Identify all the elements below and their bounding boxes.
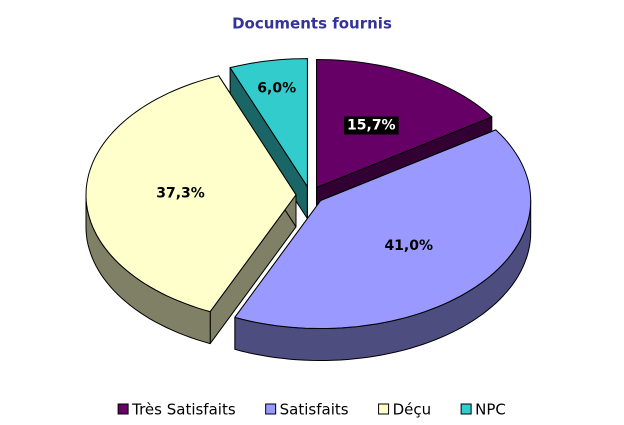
legend-label: Satisfaits bbox=[280, 401, 349, 419]
legend-swatch bbox=[460, 403, 472, 415]
data-label: 37,3% bbox=[156, 185, 205, 201]
pie-slice bbox=[316, 59, 493, 188]
data-label: 15,7% bbox=[347, 117, 396, 133]
label-bg bbox=[344, 116, 399, 135]
legend-swatch bbox=[265, 403, 277, 415]
pie-slice bbox=[85, 75, 297, 313]
pie-slice bbox=[229, 58, 308, 188]
legend: Très Satisfaits Satisfaits Déçu NPC bbox=[117, 401, 506, 419]
data-label: 41,0% bbox=[384, 238, 433, 254]
pie-slice bbox=[234, 129, 532, 329]
legend-swatch bbox=[117, 403, 129, 415]
legend-swatch bbox=[378, 403, 390, 415]
data-label: 6,0% bbox=[257, 81, 296, 97]
legend-label: Déçu bbox=[393, 401, 432, 419]
chart-title: Documents fournis bbox=[232, 15, 392, 33]
legend-label: Très Satisfaits bbox=[131, 401, 236, 419]
legend-label: NPC bbox=[475, 401, 506, 419]
